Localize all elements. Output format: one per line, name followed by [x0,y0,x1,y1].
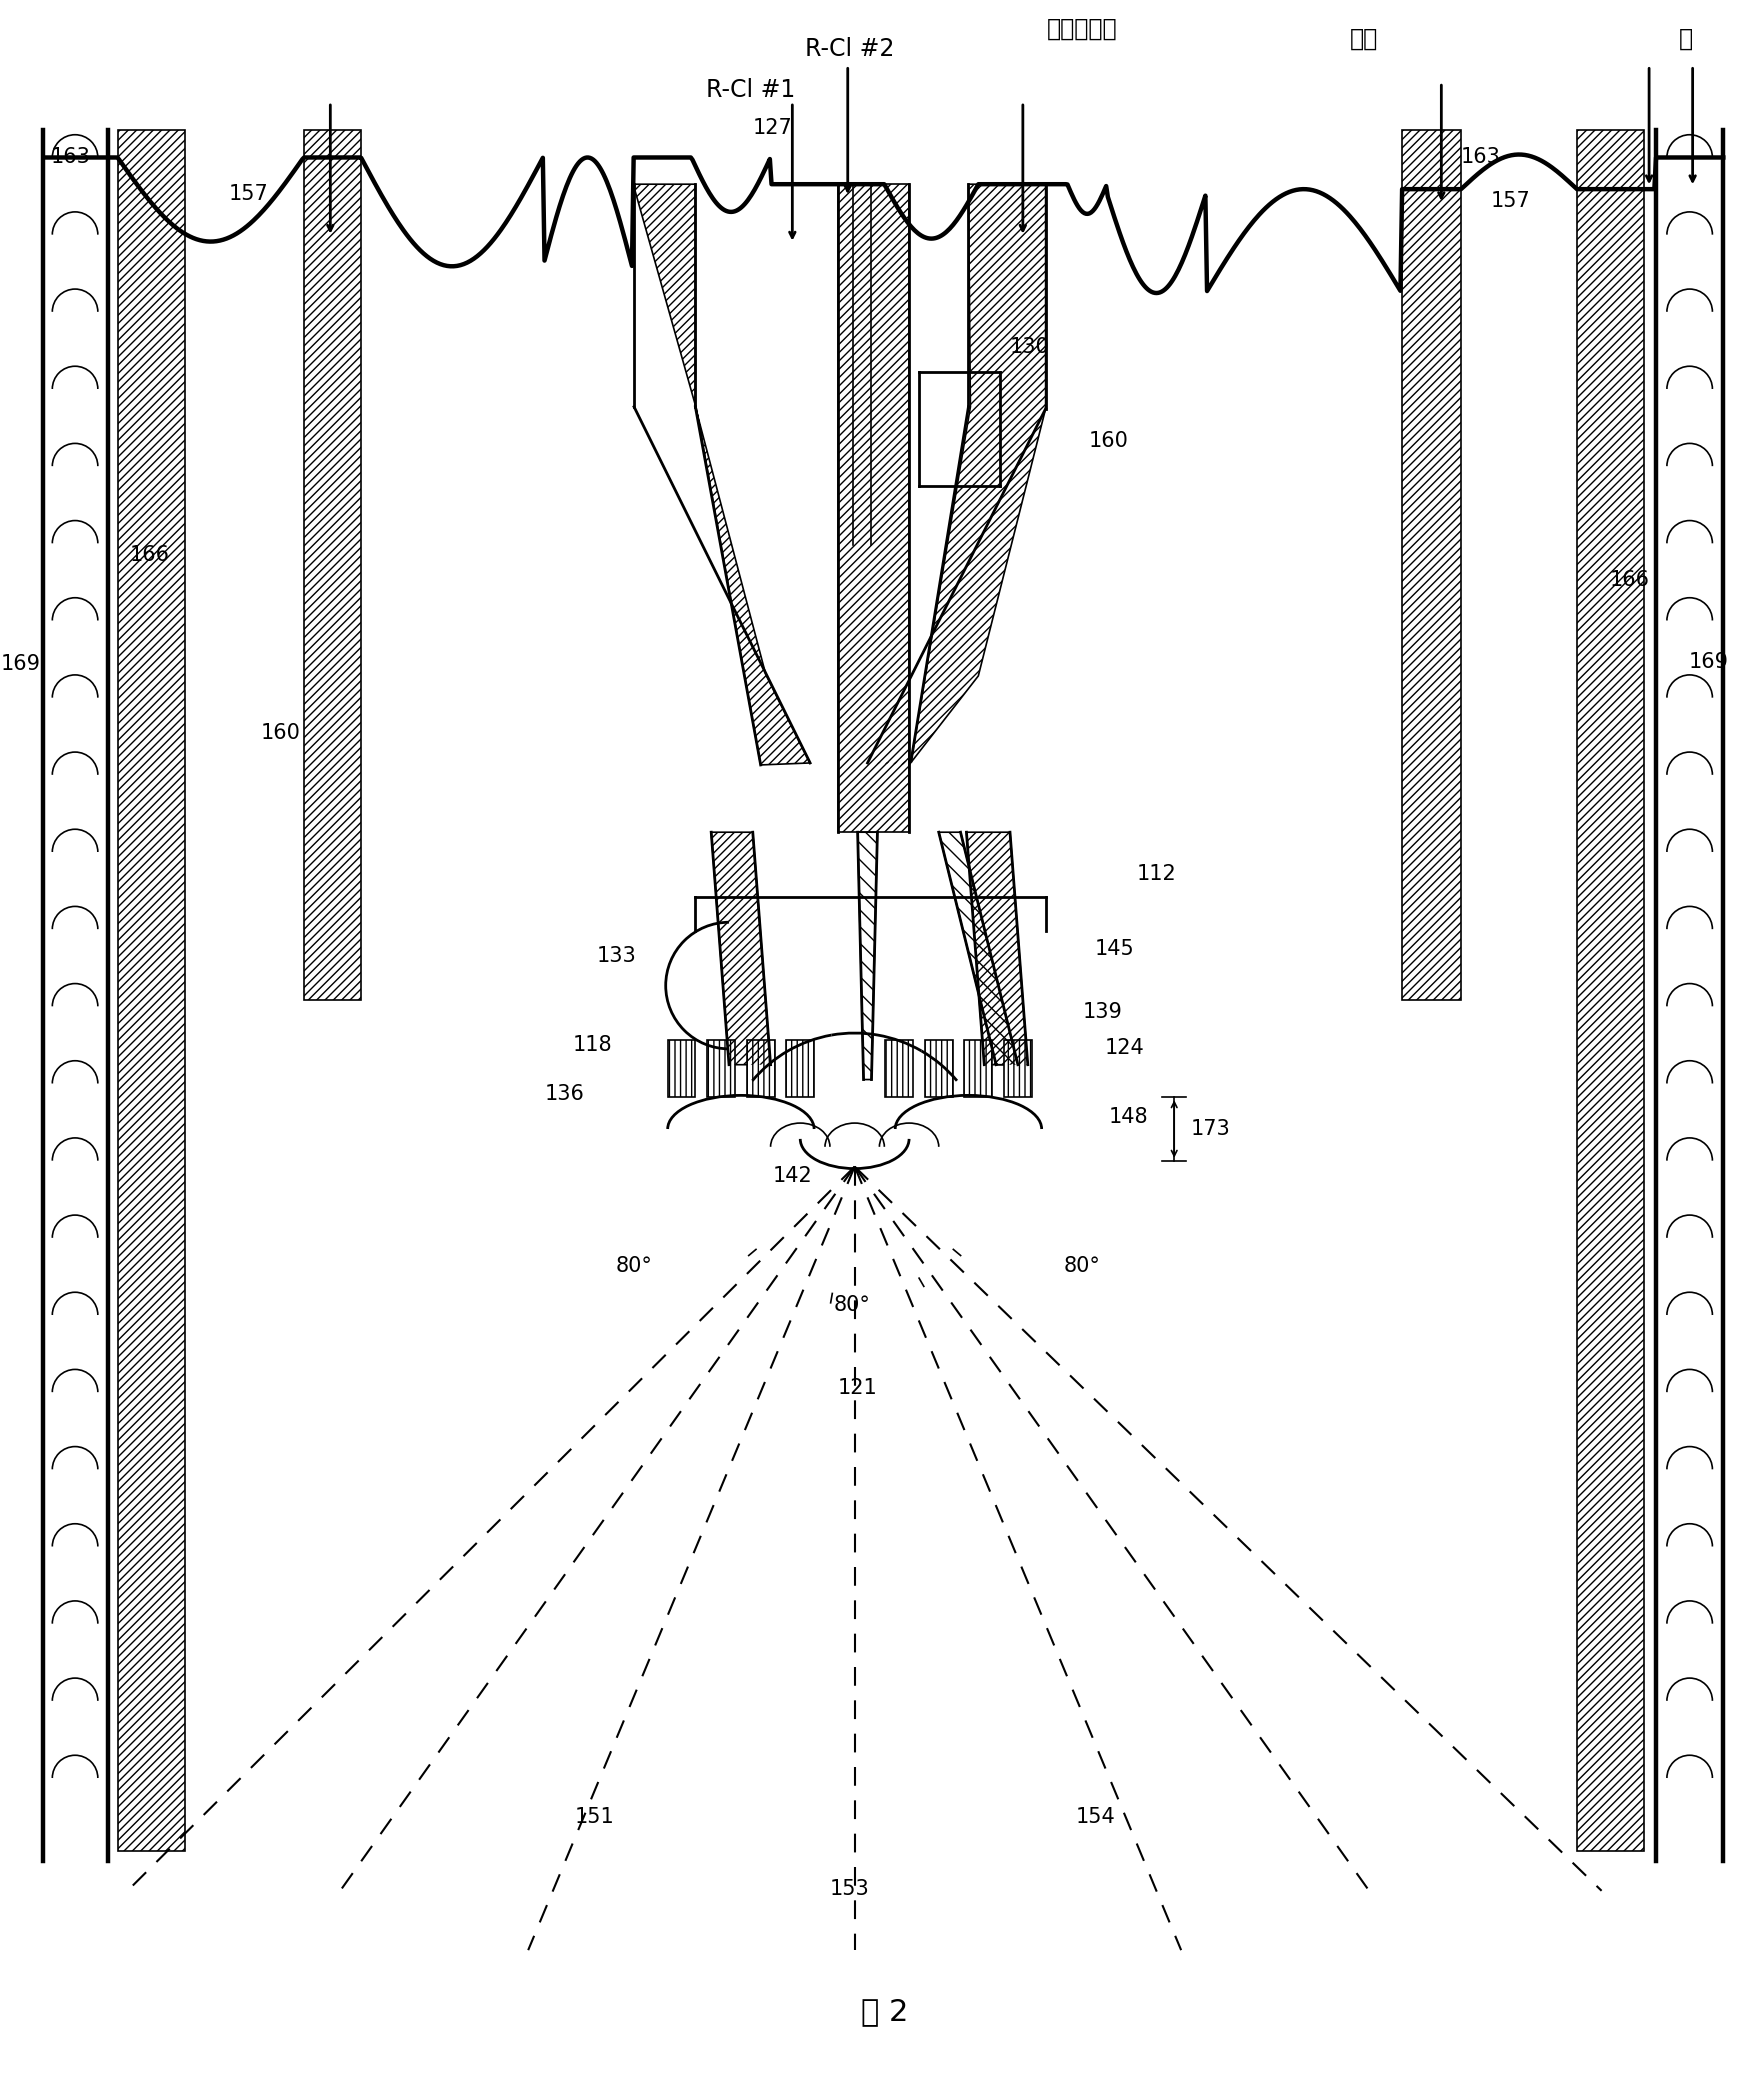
Text: 图 2: 图 2 [861,1997,909,2026]
Text: 153: 153 [830,1879,870,1900]
Text: 173: 173 [1191,1120,1231,1139]
Text: 154: 154 [1075,1806,1115,1827]
Text: 127: 127 [753,118,793,137]
Text: 121: 121 [837,1379,877,1398]
Polygon shape [867,185,1045,765]
Text: 163: 163 [1460,147,1501,168]
Polygon shape [925,1039,953,1097]
Text: 133: 133 [597,946,636,966]
Polygon shape [667,1039,695,1097]
Polygon shape [1578,131,1644,1852]
Polygon shape [707,1039,735,1097]
Text: R-Cl #2: R-Cl #2 [805,37,895,60]
Polygon shape [711,832,770,1064]
Polygon shape [1003,1039,1031,1097]
Text: 130: 130 [1010,338,1051,357]
Text: R-Cl #1: R-Cl #1 [706,79,795,102]
Text: 151: 151 [574,1806,615,1827]
Text: 缓和剂气体: 缓和剂气体 [1047,17,1117,41]
Polygon shape [786,1039,814,1097]
Text: 160: 160 [1089,431,1129,452]
Text: 80°: 80° [1065,1255,1101,1276]
Text: 142: 142 [772,1166,812,1186]
Text: 166: 166 [130,545,170,566]
Text: 氧气: 氧气 [1350,27,1378,50]
Text: 148: 148 [1108,1108,1149,1126]
Text: 136: 136 [545,1085,585,1103]
Polygon shape [886,1039,912,1097]
Text: 163: 163 [51,147,89,168]
Polygon shape [858,832,877,1081]
Text: 80°: 80° [616,1255,653,1276]
Text: 118: 118 [573,1035,613,1056]
Text: 145: 145 [1094,940,1135,958]
Polygon shape [117,131,186,1852]
Text: 水: 水 [1679,27,1693,50]
Text: 160: 160 [261,724,301,742]
Polygon shape [748,1039,774,1097]
Text: 157: 157 [228,185,268,203]
Polygon shape [303,131,361,1000]
Polygon shape [939,832,1017,1064]
Text: 80°: 80° [833,1294,870,1315]
Polygon shape [837,185,909,832]
Polygon shape [965,1039,993,1097]
Text: 166: 166 [1609,570,1649,589]
Text: 157: 157 [1490,191,1530,212]
Polygon shape [634,185,811,765]
Text: 112: 112 [1136,863,1177,884]
Text: 169: 169 [1688,651,1728,672]
Polygon shape [1403,131,1460,1000]
Polygon shape [967,832,1028,1064]
Text: 169: 169 [0,653,40,674]
Text: 139: 139 [1082,1002,1122,1022]
Text: 124: 124 [1105,1037,1145,1058]
